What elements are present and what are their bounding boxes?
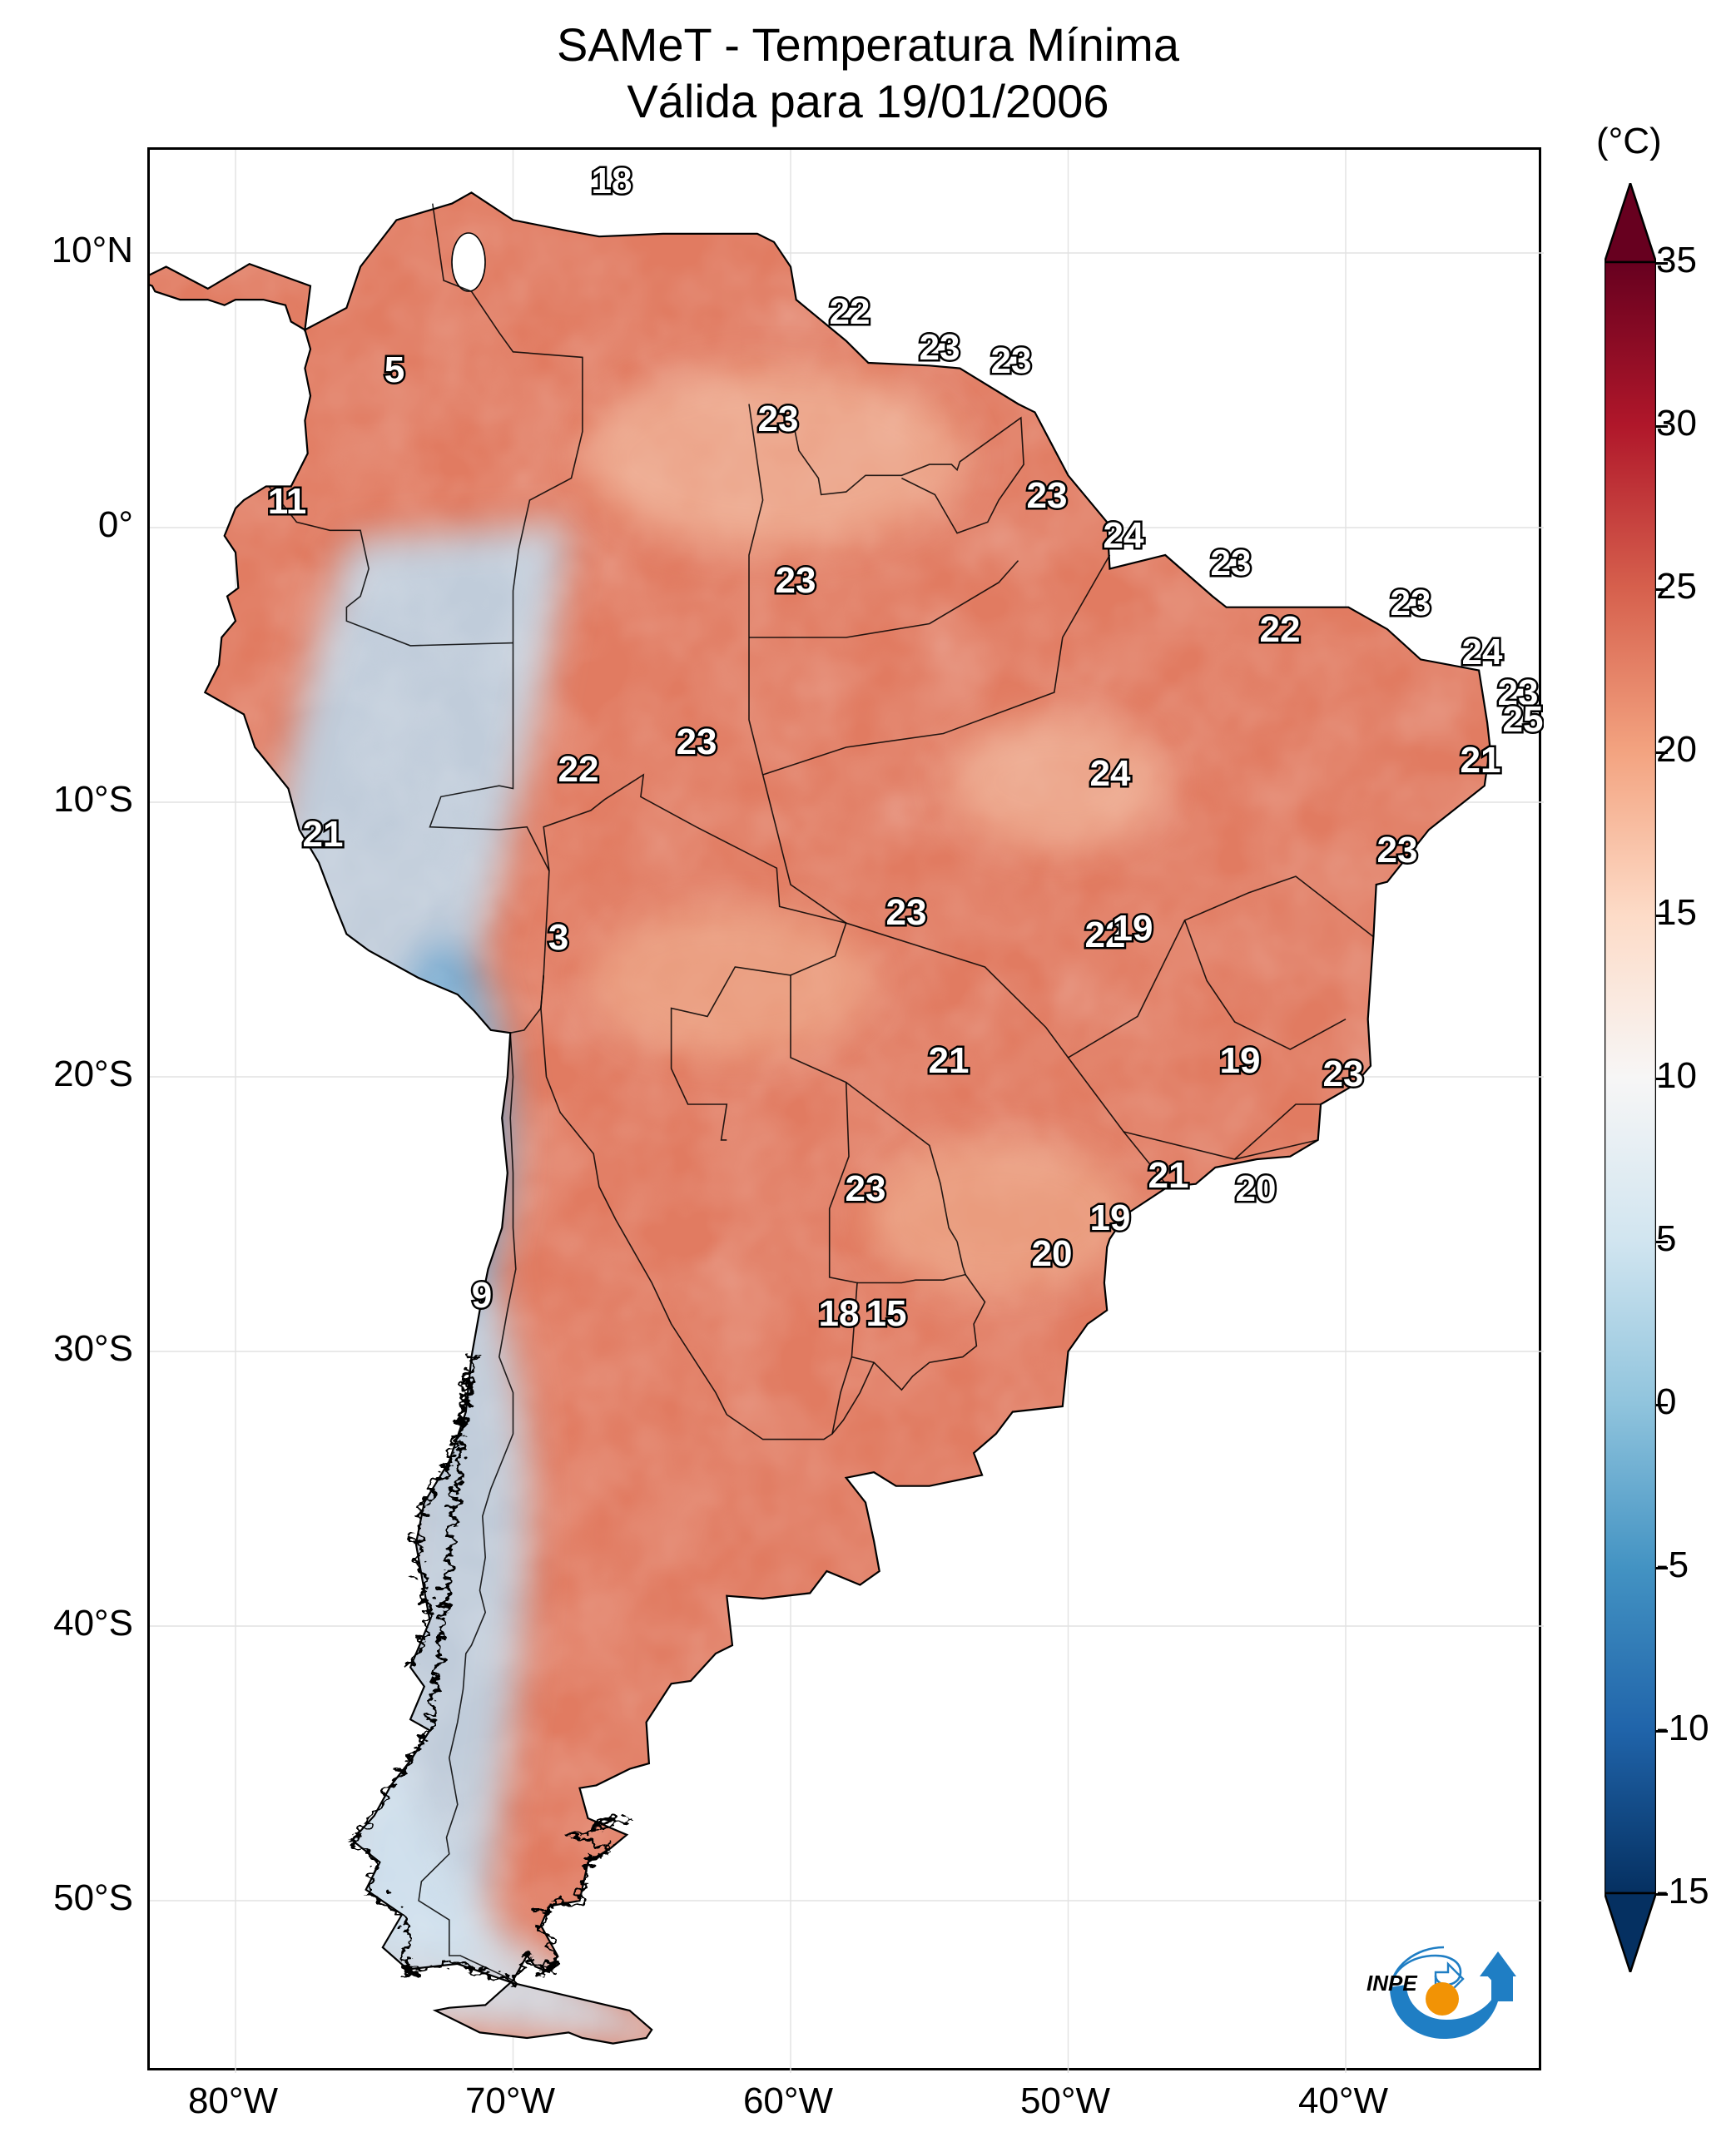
svg-text:9: 9 (472, 1275, 492, 1316)
svg-text:INPE: INPE (1366, 1971, 1417, 1996)
svg-text:23: 23 (1323, 1054, 1364, 1094)
svg-text:22: 22 (1260, 609, 1301, 650)
svg-text:23: 23 (920, 327, 960, 368)
svg-text:23: 23 (1211, 543, 1252, 583)
svg-text:5: 5 (384, 350, 404, 390)
svg-text:23: 23 (776, 560, 816, 601)
svg-text:23: 23 (991, 340, 1032, 381)
svg-text:20: 20 (1032, 1233, 1073, 1274)
svg-text:23: 23 (1391, 583, 1431, 623)
svg-text:21: 21 (1148, 1155, 1189, 1196)
svg-text:23: 23 (758, 399, 799, 439)
svg-text:19: 19 (1113, 908, 1153, 949)
svg-text:21: 21 (1461, 740, 1501, 781)
svg-text:19: 19 (1090, 1197, 1131, 1238)
svg-text:24: 24 (1462, 632, 1503, 672)
svg-text:20: 20 (1236, 1168, 1277, 1209)
svg-text:22: 22 (558, 749, 599, 790)
svg-text:21: 21 (929, 1040, 970, 1081)
svg-text:23: 23 (677, 721, 717, 762)
svg-text:11: 11 (268, 481, 307, 522)
svg-text:23: 23 (1377, 830, 1418, 870)
svg-text:3: 3 (548, 917, 568, 958)
svg-text:23: 23 (1027, 475, 1068, 516)
svg-text:23: 23 (846, 1168, 886, 1209)
svg-text:22: 22 (830, 291, 870, 332)
svg-text:23: 23 (886, 892, 927, 933)
svg-text:18: 18 (819, 1293, 860, 1334)
svg-text:24: 24 (1104, 515, 1144, 556)
svg-text:24: 24 (1090, 753, 1131, 794)
svg-text:21: 21 (303, 814, 344, 855)
svg-text:19: 19 (1220, 1040, 1261, 1081)
svg-text:18: 18 (592, 161, 632, 201)
svg-text:15: 15 (866, 1293, 907, 1334)
svg-text:25: 25 (1503, 699, 1544, 740)
